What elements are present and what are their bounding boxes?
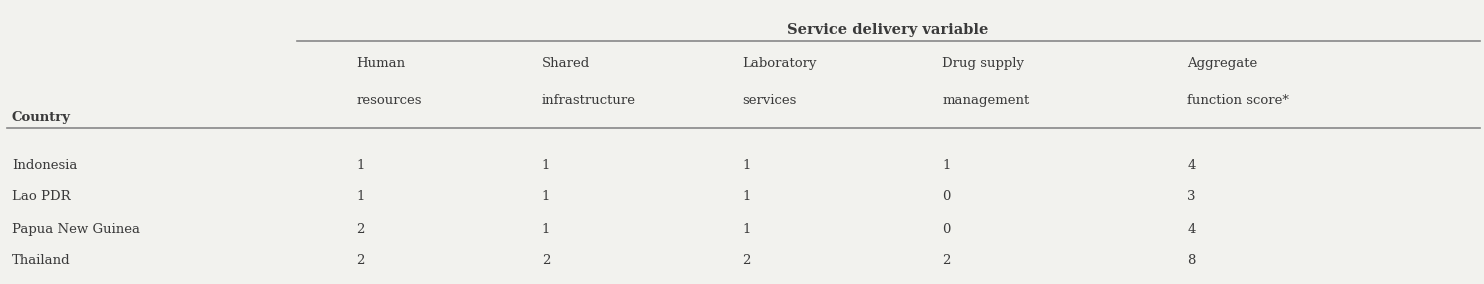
Text: services: services bbox=[742, 94, 797, 107]
Text: Aggregate: Aggregate bbox=[1187, 57, 1257, 70]
Text: 1: 1 bbox=[542, 190, 551, 203]
Text: 0: 0 bbox=[942, 190, 951, 203]
Text: 2: 2 bbox=[542, 254, 551, 267]
Text: Laboratory: Laboratory bbox=[742, 57, 816, 70]
Text: 1: 1 bbox=[942, 159, 951, 172]
Text: 1: 1 bbox=[356, 190, 365, 203]
Text: 2: 2 bbox=[356, 223, 365, 236]
Text: 2: 2 bbox=[942, 254, 951, 267]
Text: 4: 4 bbox=[1187, 159, 1196, 172]
Text: Country: Country bbox=[12, 111, 71, 124]
Text: 0: 0 bbox=[942, 223, 951, 236]
Text: function score*: function score* bbox=[1187, 94, 1290, 107]
Text: 1: 1 bbox=[742, 223, 751, 236]
Text: resources: resources bbox=[356, 94, 421, 107]
Text: 1: 1 bbox=[742, 190, 751, 203]
Text: 1: 1 bbox=[742, 159, 751, 172]
Text: 8: 8 bbox=[1187, 254, 1196, 267]
Text: Human: Human bbox=[356, 57, 405, 70]
Text: 1: 1 bbox=[542, 223, 551, 236]
Text: Shared: Shared bbox=[542, 57, 591, 70]
Text: 1: 1 bbox=[356, 159, 365, 172]
Text: 4: 4 bbox=[1187, 223, 1196, 236]
Text: Thailand: Thailand bbox=[12, 254, 71, 267]
Text: 2: 2 bbox=[742, 254, 751, 267]
Text: 2: 2 bbox=[356, 254, 365, 267]
Text: Indonesia: Indonesia bbox=[12, 159, 77, 172]
Text: 3: 3 bbox=[1187, 190, 1196, 203]
Text: Papua New Guinea: Papua New Guinea bbox=[12, 223, 139, 236]
Text: Drug supply: Drug supply bbox=[942, 57, 1024, 70]
Text: Lao PDR: Lao PDR bbox=[12, 190, 71, 203]
Text: management: management bbox=[942, 94, 1030, 107]
Text: infrastructure: infrastructure bbox=[542, 94, 635, 107]
Text: 1: 1 bbox=[542, 159, 551, 172]
Text: Service delivery variable: Service delivery variable bbox=[788, 23, 988, 37]
